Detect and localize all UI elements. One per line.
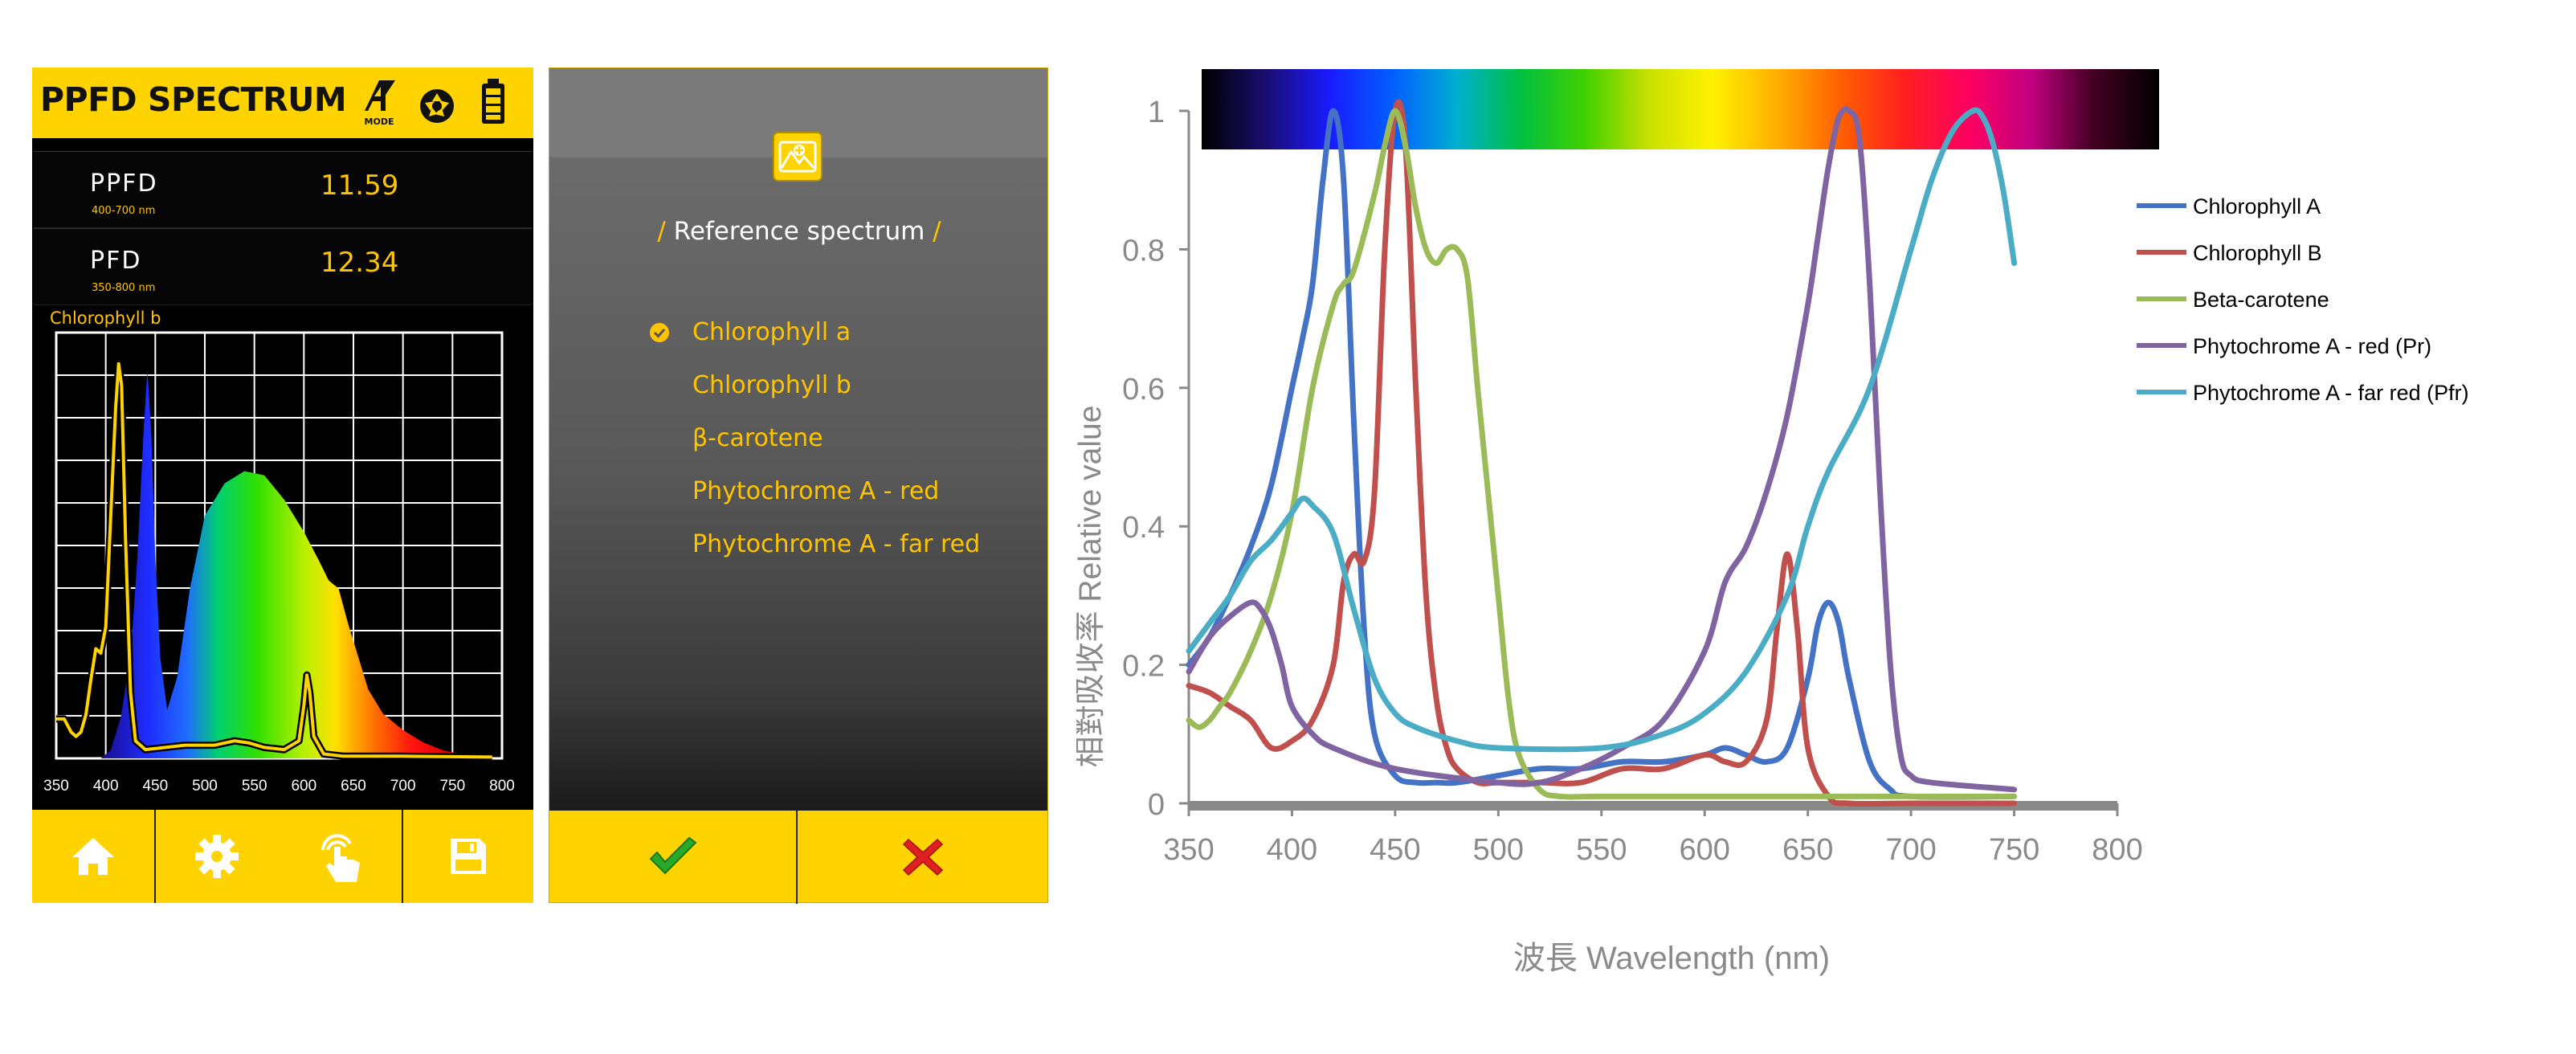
- x-tick-label: 450: [142, 778, 168, 795]
- x-tick-label: 600: [1680, 833, 1730, 867]
- x-tick-label: 550: [242, 778, 267, 795]
- option-phytochrome-far-red[interactable]: Phytochrome A - far red: [692, 530, 981, 558]
- gear-icon: [195, 835, 239, 878]
- dialog-title: / Reference spectrum /: [657, 217, 941, 246]
- x-tick-label: 800: [489, 778, 515, 795]
- spectrum-chart: 350 400 450 500 550 600 650 700 750 800: [43, 331, 515, 795]
- x-tick-label: 400: [1267, 833, 1317, 867]
- dialog-footer: [549, 811, 1047, 904]
- home-button[interactable]: [32, 810, 154, 903]
- legend-label: Phytochrome A - far red (Pfr): [2193, 381, 2469, 405]
- selected-check-icon: [650, 323, 669, 342]
- app-title: PPFD SPECTRUM: [40, 80, 347, 119]
- touch-button[interactable]: [278, 810, 402, 903]
- x-tick-label: 350: [1163, 833, 1214, 867]
- x-tick-label: 650: [341, 778, 366, 795]
- cancel-x-icon: [902, 838, 943, 876]
- x-tick-label: 500: [192, 778, 218, 795]
- spectrum-plot: Chlorophyll b: [32, 308, 533, 810]
- x-axis-label: 波長 Wavelength (nm): [1513, 941, 1830, 976]
- reference-caption: Chlorophyll b: [50, 308, 161, 328]
- legend: Chlorophyll A Chlorophyll B Beta-carotene P…: [2137, 194, 2469, 405]
- legend-label: Chlorophyll A: [2193, 194, 2321, 219]
- x-tick-label: 550: [1576, 833, 1627, 867]
- series-line-3: [1186, 108, 2018, 800]
- touch-icon: [321, 834, 360, 882]
- app-header: PPFD SPECTRUM MODE: [32, 67, 533, 138]
- aperture-icon[interactable]: [418, 77, 456, 127]
- save-button[interactable]: [403, 810, 533, 903]
- pfd-readout: PFD 350-800 nm 12.34: [34, 228, 532, 305]
- option-chlorophyll-b[interactable]: Chlorophyll b: [692, 371, 851, 399]
- mode-icon[interactable]: MODE: [358, 77, 400, 127]
- reference-spectrum-dialog: / Reference spectrum / Chlorophyll a Chl…: [549, 67, 1048, 904]
- y-tick-label: 0: [1148, 788, 1165, 822]
- x-tick-label: 750: [1989, 833, 2039, 867]
- legend-label: Phytochrome A - red (Pr): [2193, 334, 2431, 358]
- toolbar-divider: [154, 810, 156, 903]
- y-tick-label: 1: [1148, 96, 1165, 129]
- bottom-toolbar: [32, 810, 533, 903]
- legend-label: Chlorophyll B: [2193, 241, 2322, 265]
- x-tick-label: 800: [2092, 833, 2142, 867]
- battery-icon: [479, 77, 508, 127]
- ppfd-app-screen: PPFD SPECTRUM MODE: [32, 67, 533, 903]
- legend-label: Beta-carotene: [2193, 288, 2329, 312]
- ppfd-value: 11.59: [320, 170, 399, 202]
- mode-label: MODE: [364, 116, 394, 127]
- toolbar-divider: [402, 810, 403, 903]
- y-axis-label: 相對吸收率 Relative value: [1076, 406, 1108, 768]
- x-tick-label: 700: [390, 778, 416, 795]
- x-tick-label: 750: [439, 778, 465, 795]
- x-tick-label: 600: [291, 778, 316, 795]
- save-icon: [451, 839, 486, 874]
- ppfd-label: PPFD: [90, 170, 158, 198]
- y-tick-label: 0.8: [1122, 234, 1165, 268]
- y-tick-label: 0.2: [1122, 650, 1165, 684]
- ppfd-range: 400-700 nm: [92, 205, 156, 217]
- dialog-footer-divider: [796, 811, 798, 904]
- y-tick-label: 0.6: [1122, 373, 1165, 406]
- x-tick-label: 400: [93, 778, 119, 795]
- ppfd-readout: PPFD 400-700 nm 11.59: [34, 151, 532, 228]
- y-tick-label: 0.4: [1122, 511, 1165, 545]
- x-tick-label: 650: [1782, 833, 1833, 867]
- x-tick-label: 700: [1885, 833, 1936, 867]
- series-line-1: [1186, 108, 2018, 800]
- reference-spectrum-icon: [773, 132, 823, 182]
- pfd-range: 350-800 nm: [92, 282, 156, 294]
- option-beta-carotene[interactable]: β-carotene: [692, 424, 823, 452]
- home-icon: [72, 838, 114, 875]
- series-line-2: [1186, 99, 2018, 807]
- series-line-4: [1186, 106, 2018, 793]
- pfd-value: 12.34: [320, 247, 399, 279]
- series-line-5: [1186, 107, 2018, 753]
- absorption-chart: 0 0.2 0.4 0.6 0.8 1 350 400 450 500 550 600 650 700 75…: [1073, 64, 2576, 1051]
- pfd-label: PFD: [90, 247, 142, 275]
- x-tick-label: 500: [1473, 833, 1524, 867]
- cancel-button[interactable]: [798, 811, 1047, 904]
- x-tick-label: 450: [1370, 833, 1420, 867]
- dialog-title-text: Reference spectrum: [673, 217, 925, 246]
- x-tick-label: 350: [43, 778, 69, 795]
- absorption-chart-svg: 0 0.2 0.4 0.6 0.8 1 350 400 450 500 550 600 650 700 75…: [1073, 69, 2469, 976]
- confirm-check-icon: [649, 836, 697, 875]
- spectrum-color-bar: [1202, 69, 2159, 149]
- option-chlorophyll-a[interactable]: Chlorophyll a: [692, 318, 851, 346]
- option-phytochrome-red[interactable]: Phytochrome A - red: [692, 477, 940, 505]
- confirm-button[interactable]: [549, 811, 796, 904]
- settings-button[interactable]: [156, 810, 278, 903]
- x-tick-labels: 350 400 450 500 550 600 650 700 750 800: [43, 778, 515, 795]
